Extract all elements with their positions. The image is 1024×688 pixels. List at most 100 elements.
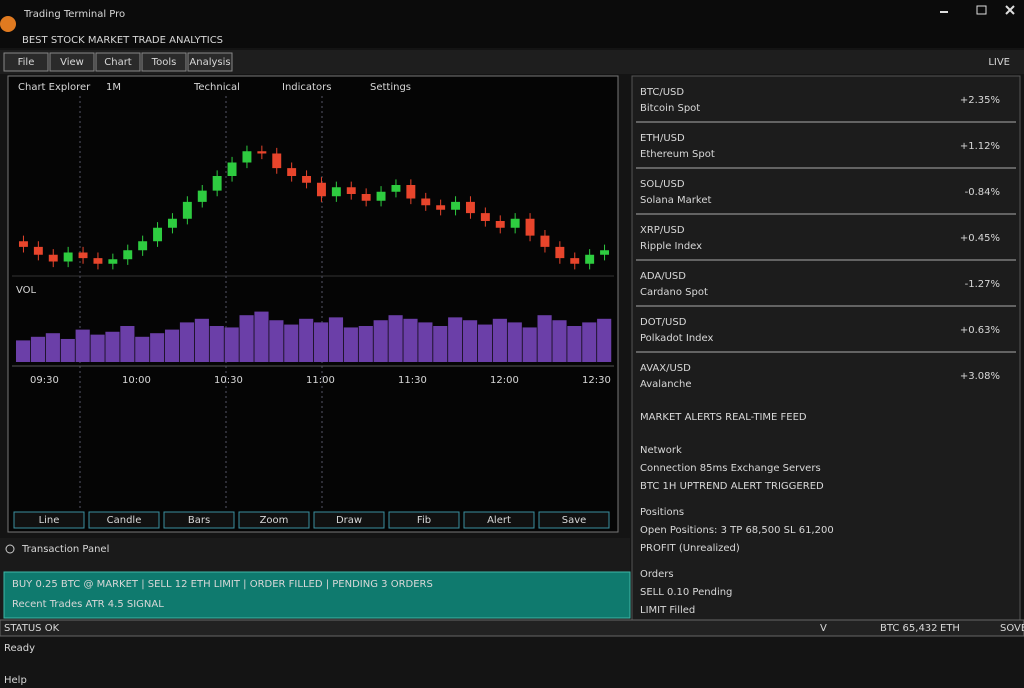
- time-label: 09:30: [30, 375, 59, 386]
- live-label: LIVE: [988, 57, 1010, 68]
- chart-button-label[interactable]: Candle: [107, 515, 142, 526]
- tab-label[interactable]: File: [18, 57, 35, 68]
- candle-body: [570, 258, 580, 264]
- volume-bar: [60, 338, 75, 362]
- symbol-sub: Ripple Index: [640, 241, 702, 252]
- chart-button[interactable]: [238, 511, 310, 529]
- alert-line: PROFIT (Unrealized): [640, 543, 740, 554]
- tab[interactable]: [3, 52, 49, 72]
- volume-bar: [403, 318, 418, 362]
- volume-bar: [358, 326, 373, 362]
- candle-body: [153, 227, 163, 242]
- volume-bar: [343, 327, 358, 362]
- volume-bar: [120, 326, 135, 362]
- side-panel: [631, 75, 1021, 621]
- maximize[interactable]: [976, 5, 987, 15]
- chart-panel: [7, 75, 619, 533]
- log-title: Transaction Panel: [21, 544, 109, 555]
- volume-bar: [209, 326, 224, 362]
- status-item: V: [820, 623, 827, 634]
- volume-bar: [433, 326, 448, 362]
- chart-button-label[interactable]: Zoom: [260, 515, 289, 526]
- chart-header: 1M: [106, 82, 121, 93]
- tab[interactable]: [141, 52, 187, 72]
- candle-body: [257, 151, 267, 154]
- chart-button[interactable]: [538, 511, 610, 529]
- volume-bar: [224, 327, 239, 362]
- chart-button-label[interactable]: Draw: [336, 515, 362, 526]
- chart-button-label[interactable]: Line: [39, 515, 60, 526]
- time-label: 10:00: [122, 375, 151, 386]
- chart-button-label[interactable]: Fib: [417, 515, 431, 526]
- candle-body: [436, 205, 446, 210]
- tab-label[interactable]: Chart: [104, 57, 132, 68]
- volume-bar: [75, 329, 90, 362]
- alert-line: SELL 0.10 Pending: [640, 587, 732, 598]
- title-bar: [0, 0, 1024, 48]
- candle-body: [197, 190, 207, 202]
- volume-bar: [45, 333, 60, 362]
- chart-button-label[interactable]: Bars: [188, 515, 210, 526]
- chart-button[interactable]: [463, 511, 535, 529]
- candle-body: [495, 221, 505, 228]
- candle-body: [138, 241, 148, 251]
- candle-body: [33, 246, 43, 255]
- candle-body: [585, 254, 595, 264]
- volume-bar: [567, 326, 582, 362]
- close[interactable]: [1005, 5, 1015, 15]
- tab-label[interactable]: Tools: [151, 57, 177, 68]
- volume-bar: [16, 340, 31, 362]
- tab[interactable]: [95, 52, 141, 72]
- symbol-change: +1.12%: [960, 141, 1000, 152]
- chart-button[interactable]: [88, 511, 160, 529]
- tab-label[interactable]: View: [60, 57, 84, 68]
- candle-body: [465, 201, 475, 214]
- chart-button-label[interactable]: Save: [562, 515, 587, 526]
- chart-button[interactable]: [388, 511, 460, 529]
- volume-bar: [194, 318, 209, 362]
- chart-button[interactable]: [13, 511, 85, 529]
- chart-button[interactable]: [163, 511, 235, 529]
- symbol-sub: Bitcoin Spot: [640, 103, 700, 114]
- candle-body: [346, 187, 356, 194]
- alerts-title: MARKET ALERTS REAL-TIME FEED: [640, 412, 807, 423]
- footer-text: Help: [4, 675, 27, 686]
- chart-header: Indicators: [282, 82, 331, 93]
- log-icon: [5, 544, 15, 554]
- symbol-name: BTC/USD: [640, 87, 684, 98]
- symbol-sub: Cardano Spot: [640, 287, 708, 298]
- crosshair: [79, 96, 323, 508]
- volume-bar: [299, 318, 314, 362]
- chart-button[interactable]: [313, 511, 385, 529]
- candle-body: [421, 198, 431, 206]
- alert-line: LIMIT Filled: [640, 605, 695, 616]
- volume-bar: [388, 315, 403, 362]
- candle-body: [167, 218, 177, 228]
- tab[interactable]: [49, 52, 95, 72]
- volume-bar: [284, 324, 299, 362]
- candle-body: [302, 176, 312, 183]
- volume-bar: [314, 322, 329, 362]
- volume-bar: [239, 315, 254, 362]
- chart-header: Chart Explorer: [18, 82, 91, 93]
- volume-bar: [373, 320, 388, 362]
- symbol-change: +3.08%: [960, 371, 1000, 382]
- symbol-change: +0.63%: [960, 325, 1000, 336]
- volume-bar: [552, 320, 567, 362]
- tab-label[interactable]: Analysis: [189, 57, 230, 68]
- chart-header: Technical: [193, 82, 240, 93]
- candle-body: [555, 246, 565, 259]
- volume-bar: [179, 322, 195, 362]
- chart-header: Settings: [370, 82, 411, 93]
- volume-bar: [463, 320, 478, 362]
- candle-body: [182, 201, 192, 219]
- tab[interactable]: [187, 52, 233, 72]
- volume-bar: [448, 317, 463, 362]
- chart-button-label[interactable]: Alert: [487, 515, 511, 526]
- app-subtitle: BEST STOCK MARKET TRADE ANALYTICS: [22, 35, 223, 46]
- logo: [0, 16, 16, 32]
- volume-bar: [597, 318, 612, 362]
- indicator-label: VOL: [16, 285, 37, 296]
